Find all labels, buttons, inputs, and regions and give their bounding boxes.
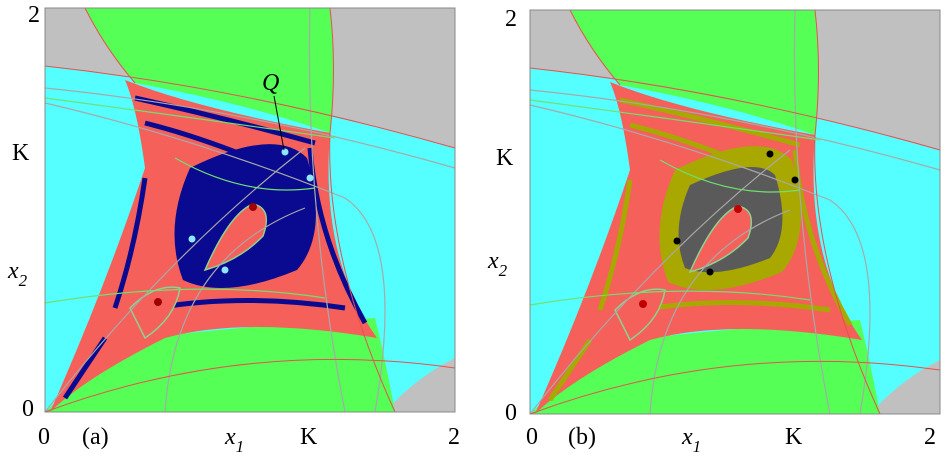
- green-top: [570, 10, 819, 135]
- stripe: [134, 95, 316, 146]
- point: [221, 266, 229, 274]
- curve: [529, 89, 941, 171]
- curve: [649, 209, 791, 415]
- x-axis-label: x1: [224, 424, 244, 454]
- curves: [529, 9, 941, 415]
- green-curves: [529, 99, 821, 306]
- frame: [44, 7, 456, 413]
- y-axis-label: x2: [7, 258, 28, 290]
- point: [706, 268, 714, 276]
- stripe: [792, 149, 853, 327]
- curve: [529, 290, 811, 306]
- point: [249, 203, 257, 211]
- curve: [329, 7, 396, 413]
- frame: [529, 9, 941, 415]
- curve: [44, 288, 326, 304]
- x-origin: 0: [526, 424, 538, 450]
- panel-label: (b): [568, 424, 596, 450]
- border-curves: [529, 9, 941, 415]
- curve: [84, 7, 136, 84]
- subscript: 1: [236, 437, 245, 454]
- green-curves: [44, 97, 336, 304]
- point: [791, 176, 799, 184]
- panel-a: [44, 7, 456, 413]
- curve: [308, 7, 346, 413]
- curve: [529, 104, 871, 415]
- subscript: 1: [693, 437, 702, 454]
- symbol: x: [7, 258, 19, 284]
- stripe: [597, 179, 633, 311]
- curve: [569, 9, 621, 86]
- panel-label: (a): [82, 424, 109, 450]
- symbol: x: [681, 424, 693, 450]
- x-origin: 0: [38, 424, 50, 450]
- curve: [174, 157, 316, 191]
- curves: [44, 7, 456, 413]
- x-k: K: [300, 424, 318, 450]
- stripe: [154, 298, 346, 311]
- inner-loop: [688, 205, 753, 274]
- x-right: 2: [448, 424, 460, 450]
- curve: [814, 9, 881, 415]
- green-top: [85, 8, 334, 133]
- y-top: 2: [505, 6, 517, 32]
- point: [154, 298, 162, 306]
- y-origin: 0: [505, 400, 517, 426]
- curve: [44, 87, 456, 169]
- y-top: 2: [28, 2, 40, 28]
- points: [639, 150, 799, 308]
- point: [639, 300, 647, 308]
- stripe: [639, 300, 831, 313]
- curve: [44, 358, 456, 413]
- curve: [164, 207, 306, 413]
- subscript: 2: [499, 261, 508, 280]
- y-k: K: [496, 145, 514, 171]
- point: [281, 148, 289, 156]
- green-bottom: [45, 318, 395, 412]
- point: [766, 150, 774, 158]
- panel-b: [529, 9, 941, 415]
- small-loop: [614, 288, 666, 342]
- point-label: Q: [262, 70, 279, 96]
- stripe: [307, 147, 368, 325]
- curve: [44, 65, 456, 149]
- curve: [659, 159, 801, 193]
- points: [154, 148, 314, 306]
- curve: [793, 9, 831, 415]
- small-loop: [129, 286, 181, 340]
- curve: [44, 147, 306, 413]
- point: [306, 174, 314, 182]
- point: [673, 237, 681, 245]
- symbol: x: [224, 424, 236, 450]
- green-bottom: [530, 320, 880, 414]
- curve: [44, 97, 336, 139]
- symbol: x: [487, 248, 499, 274]
- point: [734, 205, 742, 213]
- pointer: [273, 95, 285, 151]
- stripe: [112, 177, 148, 309]
- curve: [529, 99, 821, 141]
- y-origin: 0: [22, 396, 34, 422]
- x-right: 2: [924, 424, 936, 450]
- curve: [529, 149, 791, 415]
- stripe: [619, 97, 801, 148]
- point: [188, 235, 196, 243]
- x-axis-label: x1: [681, 424, 701, 454]
- curve: [529, 67, 941, 151]
- x-k: K: [785, 424, 803, 450]
- subscript: 2: [19, 271, 28, 290]
- y-axis-label: x2: [487, 248, 508, 280]
- border-curves: [44, 7, 456, 413]
- curve: [44, 102, 386, 413]
- y-k: K: [12, 140, 30, 166]
- curve: [529, 360, 941, 415]
- inner-loop: [203, 203, 268, 272]
